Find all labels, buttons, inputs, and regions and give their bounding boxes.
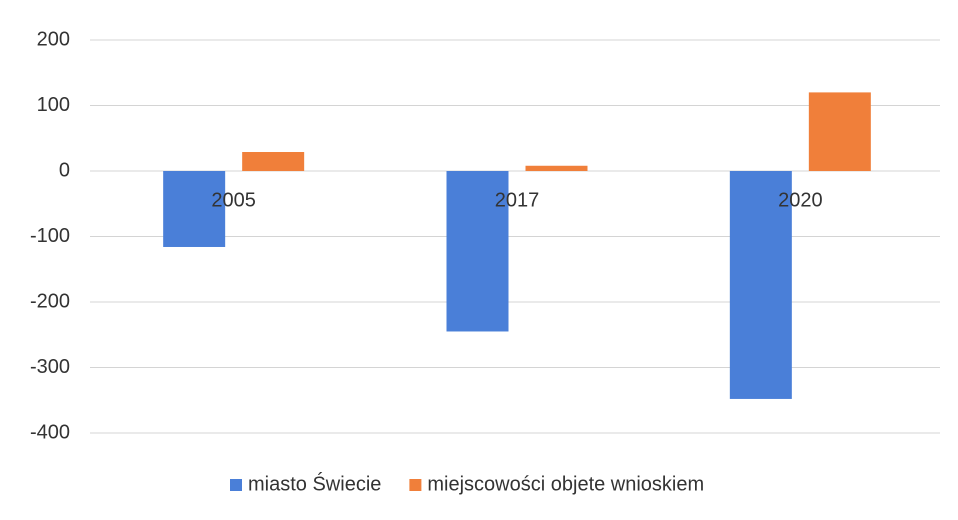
legend-swatch <box>230 479 242 491</box>
y-tick-label: -100 <box>30 225 70 247</box>
y-tick-label: -200 <box>30 290 70 312</box>
y-tick-label: -300 <box>30 356 70 378</box>
legend-label: miejscowości objete wnioskiem <box>427 473 704 495</box>
bar <box>163 171 226 247</box>
bar <box>729 171 792 399</box>
legend-label: miasto Świecie <box>248 471 381 495</box>
bar <box>808 92 871 171</box>
bar <box>242 152 305 171</box>
x-tick-label: 2005 <box>211 189 256 211</box>
bar <box>525 165 588 171</box>
x-tick-label: 2017 <box>495 189 540 211</box>
y-tick-label: 100 <box>37 94 70 116</box>
legend-swatch <box>409 479 422 491</box>
y-tick-label: 200 <box>37 28 70 50</box>
y-tick-label: 0 <box>59 159 70 181</box>
bar <box>446 171 509 332</box>
x-tick-label: 2020 <box>778 189 823 211</box>
y-tick-label: -400 <box>30 421 70 443</box>
